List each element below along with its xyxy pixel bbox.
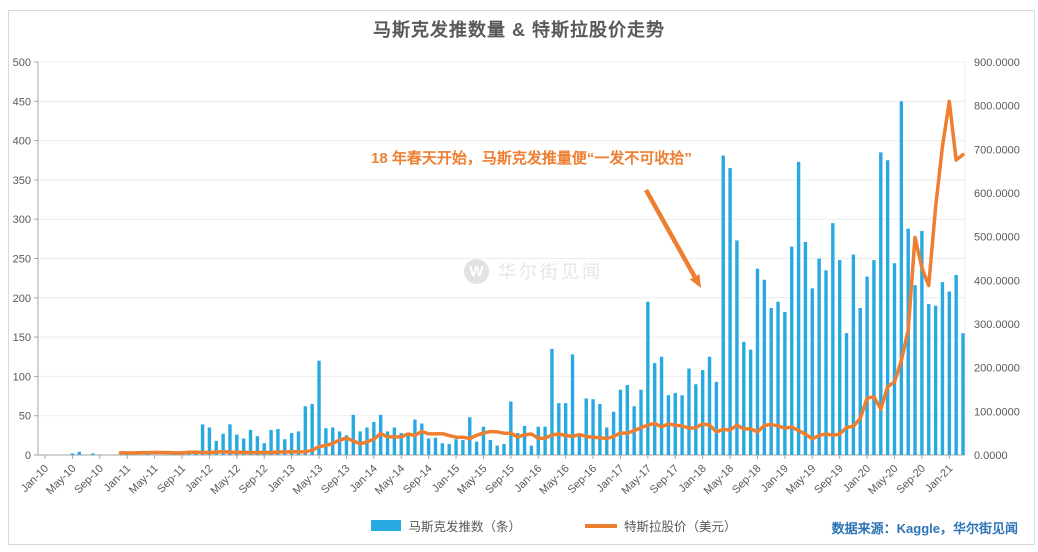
legend-label-price: 特斯拉股价（美元） xyxy=(624,520,737,534)
svg-text:Sep-10: Sep-10 xyxy=(72,463,106,497)
svg-text:May-17: May-17 xyxy=(620,463,654,497)
x-axis-labels: Jan-10May-10Sep-10Jan-11May-11Sep-11Jan-… xyxy=(19,455,955,497)
svg-text:Sep-20: Sep-20 xyxy=(894,463,928,497)
svg-text:300.0000: 300.0000 xyxy=(974,319,1020,331)
svg-text:May-15: May-15 xyxy=(455,463,489,497)
legend-swatch-price xyxy=(585,523,617,528)
annotation-arrow xyxy=(644,188,701,288)
svg-text:Sep-19: Sep-19 xyxy=(812,463,846,497)
svg-text:450: 450 xyxy=(13,96,31,108)
svg-text:May-14: May-14 xyxy=(373,463,407,497)
y-axis-right-labels: 0.0000 100.0000 200.0000 300.0000 400.0000 50… xyxy=(974,57,1020,462)
svg-text:200: 200 xyxy=(13,293,31,305)
legend-swatch-tweets xyxy=(371,520,402,531)
svg-text:May-19: May-19 xyxy=(784,463,818,497)
svg-text:700.0000: 700.0000 xyxy=(974,144,1020,156)
svg-text:Sep-16: Sep-16 xyxy=(566,463,600,497)
svg-text:250: 250 xyxy=(13,254,31,266)
svg-text:May-20: May-20 xyxy=(866,463,900,497)
svg-text:Sep-17: Sep-17 xyxy=(648,463,682,497)
figure-border xyxy=(8,10,1035,545)
legend-item-price: 特斯拉股价（美元） xyxy=(585,516,737,535)
svg-text:100.0000: 100.0000 xyxy=(974,406,1020,418)
svg-text:0.0000: 0.0000 xyxy=(974,450,1008,462)
svg-text:May-18: May-18 xyxy=(702,463,736,497)
y-axis-left-labels: 0 50 100 150 200 250 300 350 400 450 500 xyxy=(13,57,38,462)
svg-text:May-16: May-16 xyxy=(537,463,571,497)
stock-price-line xyxy=(118,99,965,455)
svg-text:50: 50 xyxy=(19,411,31,423)
svg-text:100: 100 xyxy=(13,371,31,383)
tweet-bars xyxy=(70,101,965,456)
svg-text:May-13: May-13 xyxy=(291,463,325,497)
legend-label-tweets: 马斯克发推数（条） xyxy=(408,520,521,534)
svg-text:350: 350 xyxy=(13,175,31,187)
svg-text:Sep-12: Sep-12 xyxy=(237,463,271,497)
svg-text:900.0000: 900.0000 xyxy=(974,57,1020,69)
legend-item-tweets: 马斯克发推数（条） xyxy=(371,516,521,535)
svg-text:Jan-21: Jan-21 xyxy=(923,463,955,495)
legend: 马斯克发推数（条） 特斯拉股价（美元） xyxy=(0,516,1038,535)
svg-text:Sep-18: Sep-18 xyxy=(730,463,764,497)
watermark-text: 华尔街见闻 xyxy=(498,262,603,282)
chart-title: 马斯克发推数量 & 特斯拉股价走势 xyxy=(373,20,665,40)
svg-text:May-12: May-12 xyxy=(209,463,243,497)
svg-text:400: 400 xyxy=(13,136,31,148)
svg-text:300: 300 xyxy=(13,214,31,226)
svg-text:600.0000: 600.0000 xyxy=(974,188,1020,200)
svg-text:500.0000: 500.0000 xyxy=(974,232,1020,244)
annotation-text: 18 年春天开始，马斯克发推量便“一发不可收拾” xyxy=(371,150,692,167)
gridlines xyxy=(38,61,966,455)
svg-text:150: 150 xyxy=(13,332,31,344)
watermark: W 华尔街见闻 xyxy=(464,258,603,284)
axes xyxy=(37,62,965,456)
svg-text:Sep-11: Sep-11 xyxy=(155,463,188,496)
svg-text:800.0000: 800.0000 xyxy=(974,101,1020,113)
watermark-logo-icon: W xyxy=(464,258,489,284)
svg-text:500: 500 xyxy=(13,57,31,69)
source-text: 数据来源：Kaggle，华尔街见闻 xyxy=(831,521,1018,536)
svg-text:400.0000: 400.0000 xyxy=(974,275,1020,287)
svg-text:Sep-13: Sep-13 xyxy=(319,463,353,497)
svg-text:May-10: May-10 xyxy=(44,463,78,497)
svg-text:May-11: May-11 xyxy=(127,463,161,497)
svg-text:Sep-14: Sep-14 xyxy=(401,463,435,497)
svg-text:200.0000: 200.0000 xyxy=(974,363,1020,375)
svg-text:0: 0 xyxy=(25,450,31,462)
svg-text:Sep-15: Sep-15 xyxy=(483,463,517,497)
